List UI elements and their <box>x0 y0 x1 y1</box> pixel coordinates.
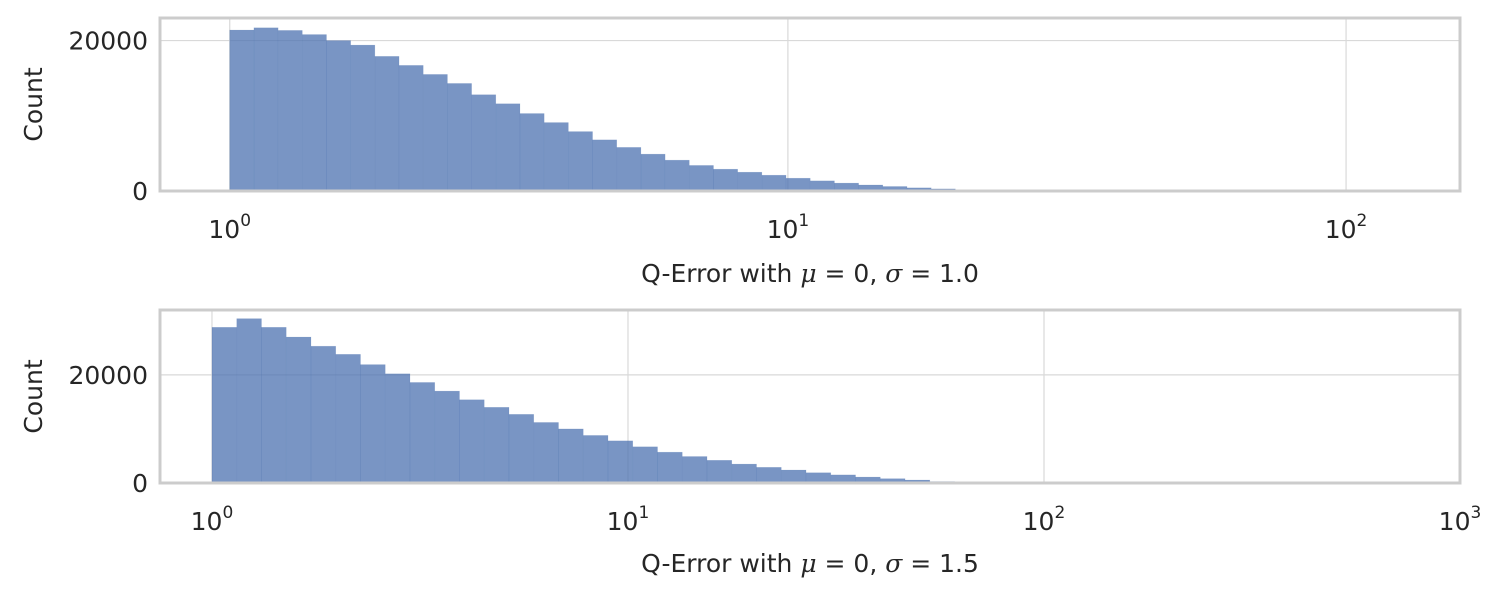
histogram-bar <box>508 414 535 484</box>
histogram-bar <box>681 456 708 484</box>
x-tick-label: 101 <box>607 503 650 536</box>
histogram-bar <box>657 451 683 484</box>
histogram-bar <box>533 422 559 484</box>
histogram-bar <box>301 34 327 192</box>
y-tick-label: 0 <box>132 177 148 206</box>
histogram-bar <box>374 56 400 192</box>
histogram-bar <box>616 147 642 192</box>
histogram-bar <box>285 336 312 484</box>
histogram-bar <box>640 153 666 192</box>
y-axis-label: Count <box>19 67 48 141</box>
x-tick-label: 100 <box>208 211 251 244</box>
chart-panel-2: 0 20000 100 101 102 103 Q-Error with μ = 0, σ … <box>19 308 1482 578</box>
histogram-bar <box>607 440 634 484</box>
histogram-bar <box>731 463 757 484</box>
histogram-bar <box>471 94 497 192</box>
histogram-bar <box>277 30 303 192</box>
y-tick-label: 0 <box>132 469 148 498</box>
histogram-bar <box>326 40 351 192</box>
histogram-bar <box>756 467 782 484</box>
histogram-bar <box>761 174 787 192</box>
histogram-bar <box>409 382 436 484</box>
y-tick-label: 20000 <box>68 361 148 390</box>
x-tick-label: 100 <box>191 503 234 536</box>
histogram-bar <box>434 390 460 484</box>
histogram-bar <box>236 318 262 484</box>
histogram-bar <box>706 459 733 484</box>
axes-frame <box>158 308 1462 485</box>
x-tick-label: 102 <box>1023 503 1066 536</box>
histogram-bar <box>592 139 618 192</box>
histogram-bar <box>785 177 811 192</box>
histogram-bar <box>350 44 376 192</box>
histogram-bar <box>253 27 279 192</box>
histogram-bar <box>261 326 287 484</box>
histogram-bar <box>558 428 584 484</box>
histogram-bar <box>211 326 238 484</box>
chart-panel-1: 0 20000 100 101 102 Q-Error with μ = 0, σ = 1… <box>19 16 1462 288</box>
histogram-bar <box>459 399 485 484</box>
histogram-bar <box>495 103 521 192</box>
histogram-bar <box>780 469 807 484</box>
y-axis-label: Count <box>19 359 48 433</box>
histogram-bar <box>360 364 386 484</box>
histogram-bar <box>805 472 832 484</box>
histogram-bar <box>447 83 472 192</box>
histogram-bar <box>664 159 690 192</box>
axes-frame <box>158 16 1462 193</box>
histogram-bar <box>335 354 361 484</box>
histogram-bar <box>568 131 593 192</box>
histogram-bar <box>632 446 658 484</box>
y-tick-label: 20000 <box>68 27 148 56</box>
histogram-bar <box>483 407 510 484</box>
histogram-bar <box>688 165 714 192</box>
histogram-bar <box>384 373 411 484</box>
x-axis-label: Q-Error with μ = 0, σ = 1.5 <box>641 549 979 578</box>
histogram-bar <box>398 65 424 192</box>
x-tick-label: 103 <box>1439 503 1482 536</box>
histogram-bar <box>519 113 545 192</box>
histogram-bar <box>229 29 255 192</box>
histogram-bar <box>543 122 569 192</box>
x-axis-label: Q-Error with μ = 0, σ = 1.0 <box>641 259 979 288</box>
histogram-bar <box>713 168 738 192</box>
histogram-bar <box>422 74 448 192</box>
histogram-bar <box>737 171 763 192</box>
x-tick-label: 101 <box>767 211 810 244</box>
histogram-bar <box>310 345 337 484</box>
histogram-bar <box>809 180 835 192</box>
histogram-bar <box>582 435 609 484</box>
x-tick-label: 102 <box>1325 211 1368 244</box>
